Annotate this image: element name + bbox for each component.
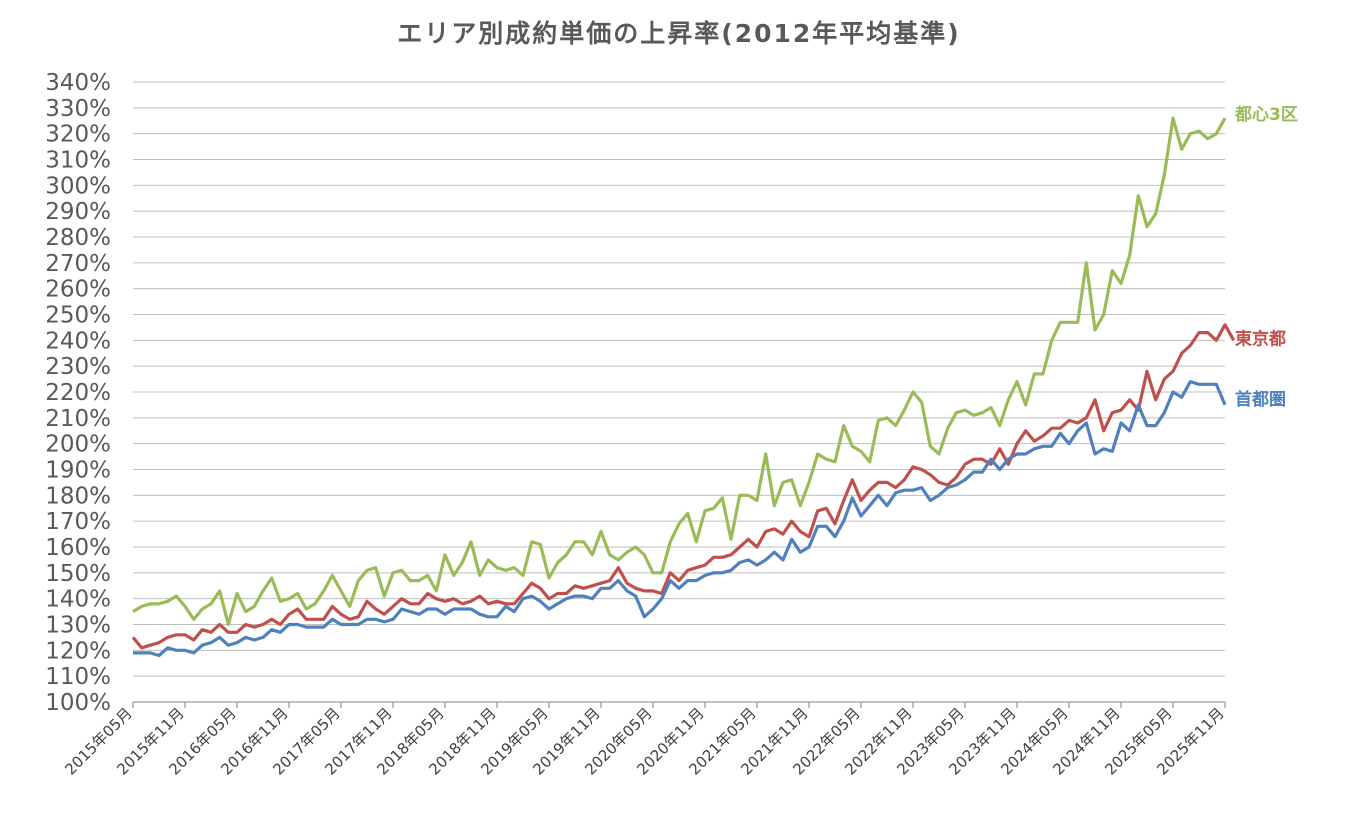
series-line: [131, 323, 1236, 650]
series-label: 首都圏: [1235, 389, 1286, 410]
y-tick-label: 200%: [45, 432, 111, 458]
y-tick-label: 140%: [45, 587, 111, 613]
y-tick-label: 290%: [45, 199, 111, 225]
y-tick-label: 160%: [45, 535, 111, 561]
series-line: [133, 380, 1227, 658]
y-tick-label: 300%: [45, 173, 111, 199]
y-tick-label: 310%: [45, 148, 111, 174]
series-lines: [131, 116, 1236, 658]
y-tick-label: 240%: [45, 328, 111, 354]
y-tick-label: 100%: [45, 690, 111, 716]
y-tick-label: 170%: [45, 509, 111, 535]
y-tick-label: 120%: [45, 638, 111, 664]
y-tick-label: 320%: [45, 122, 111, 148]
y-tick-label: 220%: [45, 380, 111, 406]
y-tick-label: 190%: [45, 458, 111, 484]
series-label: 都心3区: [1234, 104, 1298, 125]
grid-lines: [133, 81, 1225, 703]
y-tick-label: 230%: [45, 354, 111, 380]
series-label: 東京都: [1235, 328, 1286, 349]
y-tick-label: 150%: [45, 561, 111, 587]
y-tick-label: 250%: [45, 303, 111, 329]
y-tick-label: 260%: [45, 277, 111, 303]
y-tick-label: 270%: [45, 251, 111, 277]
y-tick-label: 340%: [45, 70, 111, 96]
y-tick-label: 130%: [45, 613, 111, 639]
x-axis: 2015年05月2015年11月2016年05月2016年11月2017年05月…: [61, 702, 1228, 779]
y-tick-label: 110%: [45, 664, 111, 690]
series-line: [132, 116, 1227, 627]
y-tick-label: 180%: [45, 483, 111, 509]
y-axis-labels: 100%110%120%130%140%150%160%170%180%190%…: [45, 70, 111, 716]
y-tick-label: 280%: [45, 225, 111, 251]
y-tick-label: 330%: [45, 96, 111, 122]
chart-title: エリア別成約単価の上昇率(2012年平均基準): [397, 19, 961, 48]
y-tick-label: 210%: [45, 406, 111, 432]
